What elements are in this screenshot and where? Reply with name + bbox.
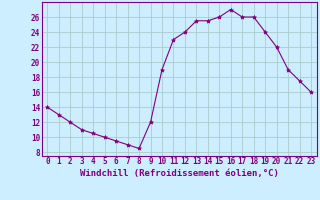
X-axis label: Windchill (Refroidissement éolien,°C): Windchill (Refroidissement éolien,°C) (80, 169, 279, 178)
